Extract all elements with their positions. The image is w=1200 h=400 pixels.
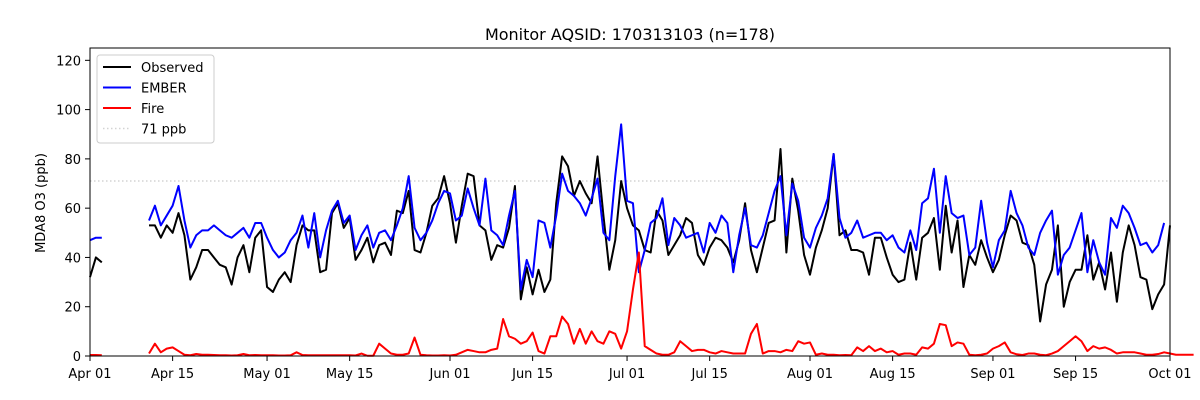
legend-label-ember: EMBER [141,82,187,97]
y-tick-label: 20 [64,301,81,316]
plot-frame [89,47,1171,357]
series-ember [89,123,1166,291]
x-tick-label: May 01 [243,367,291,382]
legend-label-observed: Observed [141,61,204,76]
series-line-ember-0 [89,236,102,242]
x-tick-label: Apr 15 [151,367,194,382]
x-tick-label: Jun 15 [511,367,553,382]
y-tick-label: 120 [56,54,81,69]
series-line-ember-1 [148,123,1166,291]
y-tick-label: 80 [64,153,81,168]
series-line-observed-1 [149,148,1171,323]
x-tick-label: Aug 01 [787,367,833,382]
y-axis-label: MDA8 O3 (ppb) [34,153,49,253]
series-layer [89,123,1194,357]
y-tick-label: 40 [64,251,81,266]
x-tick-label: Apr 01 [68,367,111,382]
legend-label-fire: Fire [141,102,164,117]
x-tick-label: Aug 15 [870,367,916,382]
series-line-observed-0 [89,256,103,278]
series-fire [90,251,1194,357]
series-line-fire-1 [148,251,1194,357]
y-tick-label: 60 [64,202,81,217]
x-tick-label: Sep 01 [970,367,1015,382]
x-tick-label: Jul 15 [690,367,727,382]
x-tick-label: Sep 15 [1053,367,1098,382]
x-tick-label: Jul 01 [608,367,645,382]
chart-title: Monitor AQSID: 170313103 (n=178) [485,25,775,44]
legend-box [96,54,215,144]
series-observed [89,148,1171,323]
legend: Observed EMBER Fire 71 ppb [96,54,215,144]
x-tick-label: Jun 01 [429,367,471,382]
y-tick-label: 100 [56,104,81,119]
y-tick-label: 0 [73,350,81,365]
x-tick-label: Oct 01 [1148,367,1191,382]
legend-label-71-ppb: 71 ppb [141,123,186,138]
x-tick-label: May 15 [326,367,374,382]
axes-layer: Apr 01 Apr 15 May 01 May 15 Jun 01 Jun 15 Jul … [56,47,1192,382]
